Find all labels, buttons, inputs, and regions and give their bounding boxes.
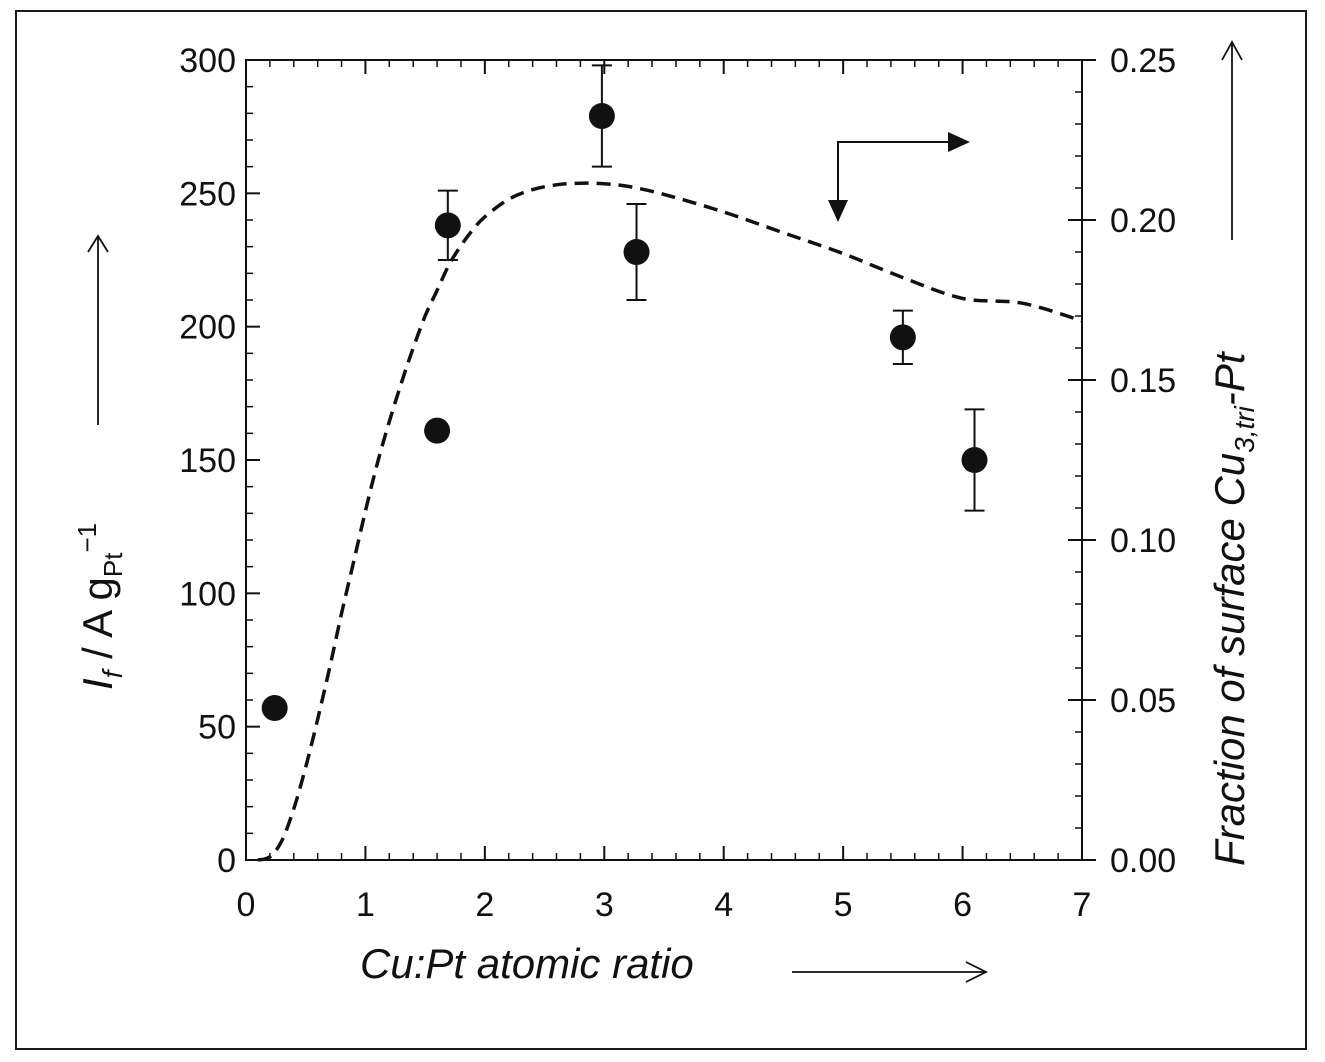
x-tick-label: 4 — [714, 886, 733, 924]
y-left-tick-label: 0 — [217, 842, 236, 880]
dashed-fraction-line — [257, 181, 1083, 862]
y-right-tick-label: 0.10 — [1110, 522, 1176, 560]
x-axis-ticks: 0 1 2 3 4 5 6 7 — [237, 60, 1092, 924]
data-point — [961, 447, 988, 473]
y-right-tick-label: 0.25 — [1110, 42, 1176, 80]
y-left-axis-ticks: 0 50 100 150 200 250 300 — [179, 42, 260, 880]
right-axis-indicator-arrow — [828, 132, 970, 222]
y-left-tick-label: 250 — [179, 175, 236, 213]
y-right-tick-label: 0.20 — [1110, 202, 1176, 240]
y-right-direction-arrow — [1221, 40, 1243, 240]
x-tick-label: 1 — [356, 886, 375, 924]
x-tick-label: 5 — [834, 886, 853, 924]
y-left-tick-label: 200 — [179, 309, 236, 347]
plot-border — [245, 59, 1083, 861]
y-right-tick-label: 0.05 — [1110, 682, 1176, 720]
x-tick-label: 3 — [595, 886, 614, 924]
y-right-tick-label: 0.15 — [1110, 362, 1176, 400]
x-tick-label: 7 — [1073, 886, 1092, 924]
y-left-tick-label: 300 — [179, 42, 236, 80]
x-direction-arrow — [792, 961, 989, 983]
y-right-tick-label: 0.00 — [1110, 842, 1176, 880]
y-right-axis-ticks: 0.00 0.05 0.10 0.15 0.20 0.25 — [1068, 42, 1176, 880]
data-point — [623, 239, 650, 265]
y-left-direction-arrow — [87, 234, 109, 425]
y-left-tick-label: 150 — [179, 442, 236, 480]
data-point — [889, 324, 916, 351]
x-tick-label: 6 — [953, 886, 972, 924]
data-point — [261, 695, 288, 721]
fraction-curve — [257, 181, 1083, 862]
data-point — [434, 212, 461, 239]
activity-points — [261, 64, 988, 721]
x-tick-label: 0 — [237, 886, 256, 924]
data-point — [588, 103, 615, 129]
x-tick-label: 2 — [475, 886, 494, 924]
y-left-tick-label: 100 — [179, 575, 236, 613]
y-left-tick-label: 50 — [198, 709, 236, 747]
figure-frame — [15, 10, 1307, 1050]
y-left-axis-label: If / A gPt−1 — [72, 523, 128, 690]
plot-area — [245, 59, 1083, 861]
y-right-axis-label: Fraction of surface Cu3,tri-Pt — [1206, 350, 1260, 866]
x-axis-label: Cu:Pt atomic ratio — [360, 940, 694, 987]
data-point — [424, 417, 451, 444]
